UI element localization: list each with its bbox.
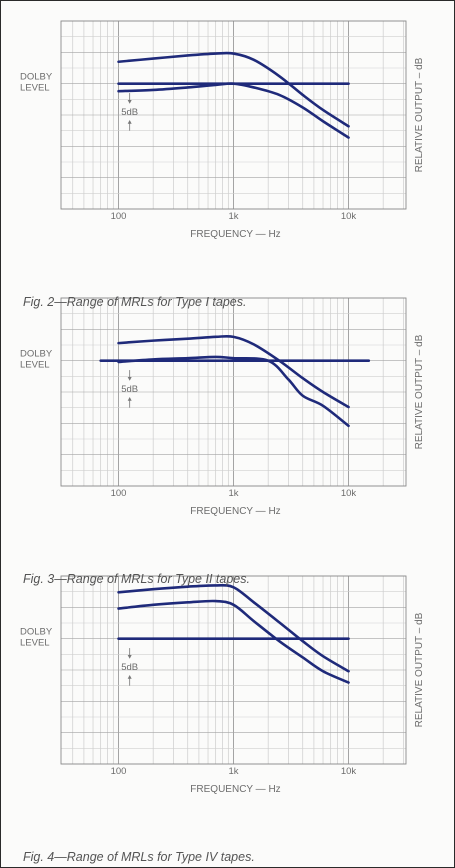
- reference-label-line1: DOLBY: [20, 72, 53, 83]
- reference-label-line2: LEVEL: [20, 638, 50, 649]
- scale-marker: 5dB: [121, 93, 138, 131]
- grid: [61, 297, 406, 487]
- series-line-3: [117, 82, 350, 139]
- plot-frame: [60, 575, 407, 765]
- x-tick-label: 100: [111, 211, 127, 222]
- plot-frame: [60, 20, 407, 210]
- series-line-1: [117, 583, 350, 673]
- reference-label-line1: DOLBY: [20, 627, 53, 638]
- grid: [61, 20, 406, 210]
- chart-3: 100 1k 10k FREQUENCY — Hz RELATIVE OUTPUT – …: [20, 297, 425, 517]
- x-tick-label: 100: [111, 766, 127, 777]
- x-axis-label: FREQUENCY — Hz: [190, 229, 280, 240]
- y-axis-label: RELATIVE OUTPUT – dB: [414, 57, 425, 172]
- scale-arrowhead: [127, 675, 132, 679]
- scale-marker: 5dB: [121, 370, 138, 408]
- y-axis-label: RELATIVE OUTPUT – dB: [414, 612, 425, 727]
- scale-arrowhead: [127, 376, 132, 381]
- series-line-2: [117, 599, 350, 684]
- x-axis-label: FREQUENCY — Hz: [190, 784, 280, 795]
- figure-4-caption: Fig. 4—Range of MRLs for Type IV tapes.: [23, 850, 255, 864]
- series-line-1: [117, 51, 350, 128]
- chart-2: 100 1k 10k FREQUENCY — Hz RELATIVE OUTPUT – …: [20, 20, 425, 240]
- y-axis-label: RELATIVE OUTPUT – dB: [414, 334, 425, 449]
- x-tick-label: 100: [111, 488, 127, 499]
- scale-arrowhead: [127, 120, 132, 124]
- x-tick-label: 10k: [341, 488, 357, 499]
- scale-label: 5dB: [121, 662, 138, 673]
- scale-label: 5dB: [121, 384, 138, 395]
- x-tick-label: 10k: [341, 766, 357, 777]
- x-tick-label: 1k: [229, 211, 239, 222]
- figure-2-caption: Fig. 2—Range of MRLs for Type I tapes.: [23, 295, 247, 309]
- x-tick-label: 10k: [341, 211, 357, 222]
- scale-label: 5dB: [121, 107, 138, 118]
- series-line-3: [117, 355, 350, 428]
- reference-label-line1: DOLBY: [20, 349, 53, 360]
- reference-label-line2: LEVEL: [20, 360, 50, 371]
- figure-3-caption: Fig. 3—Range of MRLs for Type II tapes.: [23, 572, 250, 586]
- chart-4: 100 1k 10k FREQUENCY — Hz RELATIVE OUTPUT – …: [20, 575, 425, 795]
- x-tick-label: 1k: [229, 488, 239, 499]
- scale-arrowhead: [127, 397, 132, 401]
- reference-label-line2: LEVEL: [20, 83, 50, 94]
- x-axis-label: FREQUENCY — Hz: [190, 506, 280, 517]
- scale-marker: 5dB: [121, 648, 138, 686]
- plot-frame: [60, 297, 407, 487]
- x-tick-label: 1k: [229, 766, 239, 777]
- scale-arrowhead: [127, 99, 132, 104]
- series-line-1: [117, 334, 350, 409]
- scale-arrowhead: [127, 654, 132, 659]
